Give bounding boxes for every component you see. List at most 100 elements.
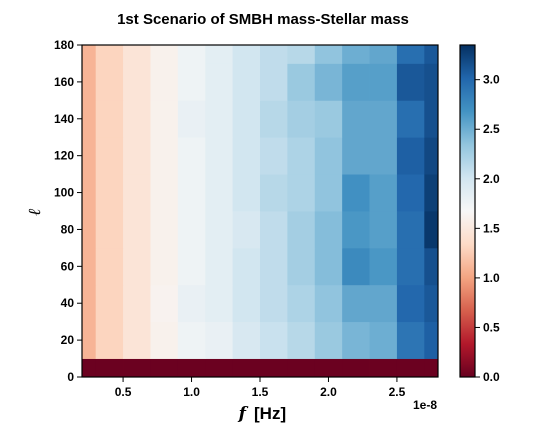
colorbar-tick-label: 0.5 xyxy=(483,320,500,334)
x-tick-label: 0.5 xyxy=(115,385,132,399)
heatmap-cell xyxy=(424,100,439,138)
heatmap-cell xyxy=(82,45,97,64)
heatmap-cell xyxy=(396,174,425,212)
heatmap-cell xyxy=(342,247,370,286)
heatmap-cell xyxy=(150,137,179,175)
y-tick-label: 20 xyxy=(61,333,75,347)
heatmap-cell xyxy=(150,63,179,101)
x-tick-label: 2.0 xyxy=(320,385,337,399)
y-axis-label: ℓ xyxy=(25,208,45,215)
heatmap-cell xyxy=(95,284,124,323)
heatmap-cell xyxy=(95,211,124,249)
heatmap-cell xyxy=(123,174,151,212)
heatmap-cell xyxy=(177,321,206,359)
heatmap-cell xyxy=(424,247,439,286)
colorbar-tick-label: 1.5 xyxy=(483,221,500,235)
y-tick-label: 180 xyxy=(54,38,74,52)
heatmap-cell xyxy=(150,247,179,286)
heatmap-cell xyxy=(287,211,316,249)
x-tick-label: 2.5 xyxy=(389,385,406,399)
heatmap-cell xyxy=(232,100,261,138)
heatmap-cell xyxy=(95,63,124,101)
heatmap-cell xyxy=(424,358,439,378)
heatmap-cell xyxy=(205,45,234,64)
heatmap-cell xyxy=(396,247,425,286)
heatmap-cell xyxy=(205,211,234,249)
colorbar-ticks: 0.0 0.5 1.0 1.5 2.0 2.5 3.0 xyxy=(475,73,500,384)
heatmap-cell xyxy=(369,211,398,249)
heatmap-cell xyxy=(177,100,206,138)
x-tick-label: 1.5 xyxy=(252,385,269,399)
colorbar xyxy=(459,44,476,378)
heatmap-cell xyxy=(150,45,179,64)
heatmap-cell xyxy=(396,137,425,175)
heatmap-cell xyxy=(150,358,179,378)
heatmap-cell xyxy=(82,174,97,212)
heatmap-cell xyxy=(424,284,439,323)
colorbar-tick-label: 2.5 xyxy=(483,122,500,136)
x-tick-label: 1.0 xyxy=(183,385,200,399)
heatmap-cell xyxy=(260,174,288,212)
heatmap-cell xyxy=(123,247,151,286)
colorbar-tick-label: 1.0 xyxy=(483,271,500,285)
colorbar-tick-label: 2.0 xyxy=(483,172,500,186)
heatmap-cell xyxy=(342,174,370,212)
y-tick-label: 140 xyxy=(54,112,74,126)
heatmap-cell xyxy=(205,284,234,323)
heatmap-cell xyxy=(95,137,124,175)
heatmap-cell xyxy=(205,137,234,175)
heatmap-cell xyxy=(232,358,261,378)
heatmap-cell xyxy=(369,321,398,359)
heatmap-cell xyxy=(150,100,179,138)
heatmap-cell xyxy=(232,321,261,359)
y-axis: 0 20 40 60 80 100 120 140 160 180 xyxy=(54,38,82,384)
colorbar-tick-label: 0.0 xyxy=(483,370,500,384)
heatmap-cell xyxy=(150,211,179,249)
heatmap-cell xyxy=(396,63,425,101)
heatmap-cell xyxy=(95,358,124,378)
heatmap-cell xyxy=(342,211,370,249)
heatmap-cell xyxy=(342,45,370,64)
heatmap-cell xyxy=(82,211,97,249)
colorbar-tick-label: 3.0 xyxy=(483,73,500,87)
chart-title: 1st Scenario of SMBH mass-Stellar mass xyxy=(117,11,409,28)
heatmap-cell xyxy=(314,211,343,249)
heatmap-cell xyxy=(342,321,370,359)
heatmap-cell xyxy=(396,45,425,64)
heatmap-cell xyxy=(123,321,151,359)
heatmap-cell xyxy=(150,174,179,212)
heatmap-cell xyxy=(424,45,439,64)
heatmap-cell xyxy=(260,100,288,138)
heatmap-cell xyxy=(342,63,370,101)
heatmap-cell xyxy=(95,247,124,286)
heatmap-cell xyxy=(177,247,206,286)
heatmap-cell xyxy=(424,211,439,249)
heatmap-cell xyxy=(260,211,288,249)
heatmap-cell xyxy=(82,358,97,378)
heatmap-cell xyxy=(205,63,234,101)
heatmap-cell xyxy=(82,321,97,359)
heatmap-cell xyxy=(123,358,151,378)
y-tick-label: 80 xyxy=(61,222,75,236)
heatmap-cell xyxy=(205,247,234,286)
heatmap-cell xyxy=(424,174,439,212)
heatmap-cell xyxy=(150,321,179,359)
y-tick-label: 60 xyxy=(61,259,75,273)
heatmap-cell xyxy=(177,63,206,101)
heatmap-cell xyxy=(95,174,124,212)
y-tick-label: 40 xyxy=(61,296,75,310)
heatmap-cell xyxy=(260,137,288,175)
heatmap-cell xyxy=(314,358,343,378)
heatmap-cell xyxy=(95,100,124,138)
heatmap-cell xyxy=(314,174,343,212)
heatmap-cell xyxy=(369,174,398,212)
heatmap-cell xyxy=(369,358,398,378)
heatmap-cell xyxy=(314,284,343,323)
heatmap-cell xyxy=(314,45,343,64)
heatmap-cell xyxy=(424,63,439,101)
heatmap-cell xyxy=(369,284,398,323)
heatmap-cell xyxy=(287,358,316,378)
heatmap-cell xyxy=(177,174,206,212)
y-tick-label: 160 xyxy=(54,75,74,89)
x-axis-symbol: f xyxy=(238,404,249,424)
